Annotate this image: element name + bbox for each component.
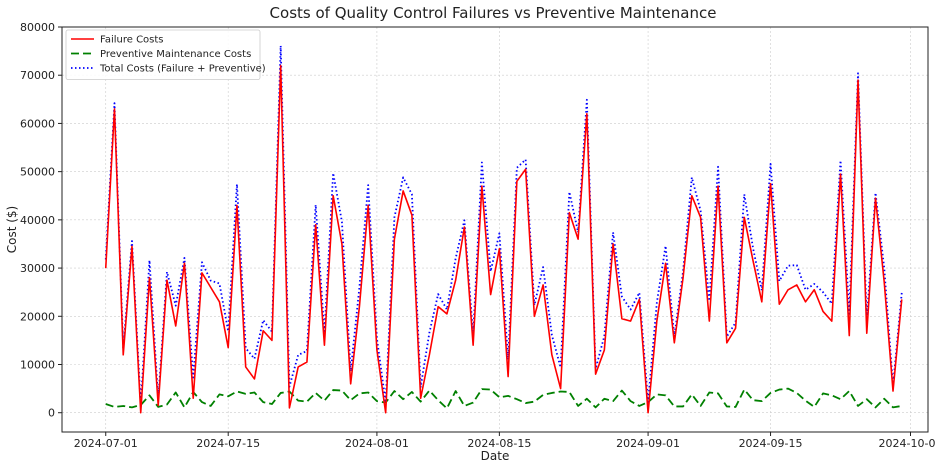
plot-area-frame xyxy=(61,26,929,433)
y-tick-label: 0 xyxy=(48,407,55,420)
series-line-2 xyxy=(104,44,903,406)
y-tick-label: 80000 xyxy=(20,21,55,34)
chart-title: Costs of Quality Control Failures vs Pre… xyxy=(270,4,717,22)
series-line-1 xyxy=(105,387,902,410)
x-tick-label: 2024-09-01 xyxy=(616,437,680,450)
y-tick-label: 50000 xyxy=(20,166,55,179)
y-tick-label: 60000 xyxy=(20,117,55,130)
x-axis-label: Date xyxy=(481,449,510,463)
x-tick-label: 2024-08-01 xyxy=(345,437,409,450)
y-axis: 0 10000 20000 30000 40000 50000 60000 70000 8000… xyxy=(20,21,62,420)
series-line-0 xyxy=(104,64,903,414)
series-lines xyxy=(104,44,903,414)
y-tick-label: 30000 xyxy=(20,262,55,275)
y-tick-label: 70000 xyxy=(20,69,55,82)
x-tick-label: 2024-07-15 xyxy=(196,437,260,450)
x-axis: 2024-07-01 2024-07-15 2024-08-01 2024-08-15… xyxy=(74,432,936,450)
x-tick-label: 2024-09-15 xyxy=(739,437,803,450)
y-axis-label: Cost ($) xyxy=(5,206,19,254)
x-tick-label: 2024-08-15 xyxy=(467,437,531,450)
legend-label: Failure Costs xyxy=(100,35,164,46)
x-tick-label: 2024-10-01 xyxy=(879,437,936,450)
legend-box xyxy=(65,29,261,80)
x-tick-label: 2024-07-01 xyxy=(74,437,138,450)
y-tick-label: 20000 xyxy=(20,310,55,323)
y-tick-label: 10000 xyxy=(20,359,55,372)
y-tick-label: 40000 xyxy=(20,214,55,227)
legend-label: Total Costs (Failure + Preventive) xyxy=(99,64,266,75)
legend-label: Preventive Maintenance Costs xyxy=(100,49,251,60)
chart-legend: Failure Costs Preventive Maintenance Cost… xyxy=(65,29,266,80)
